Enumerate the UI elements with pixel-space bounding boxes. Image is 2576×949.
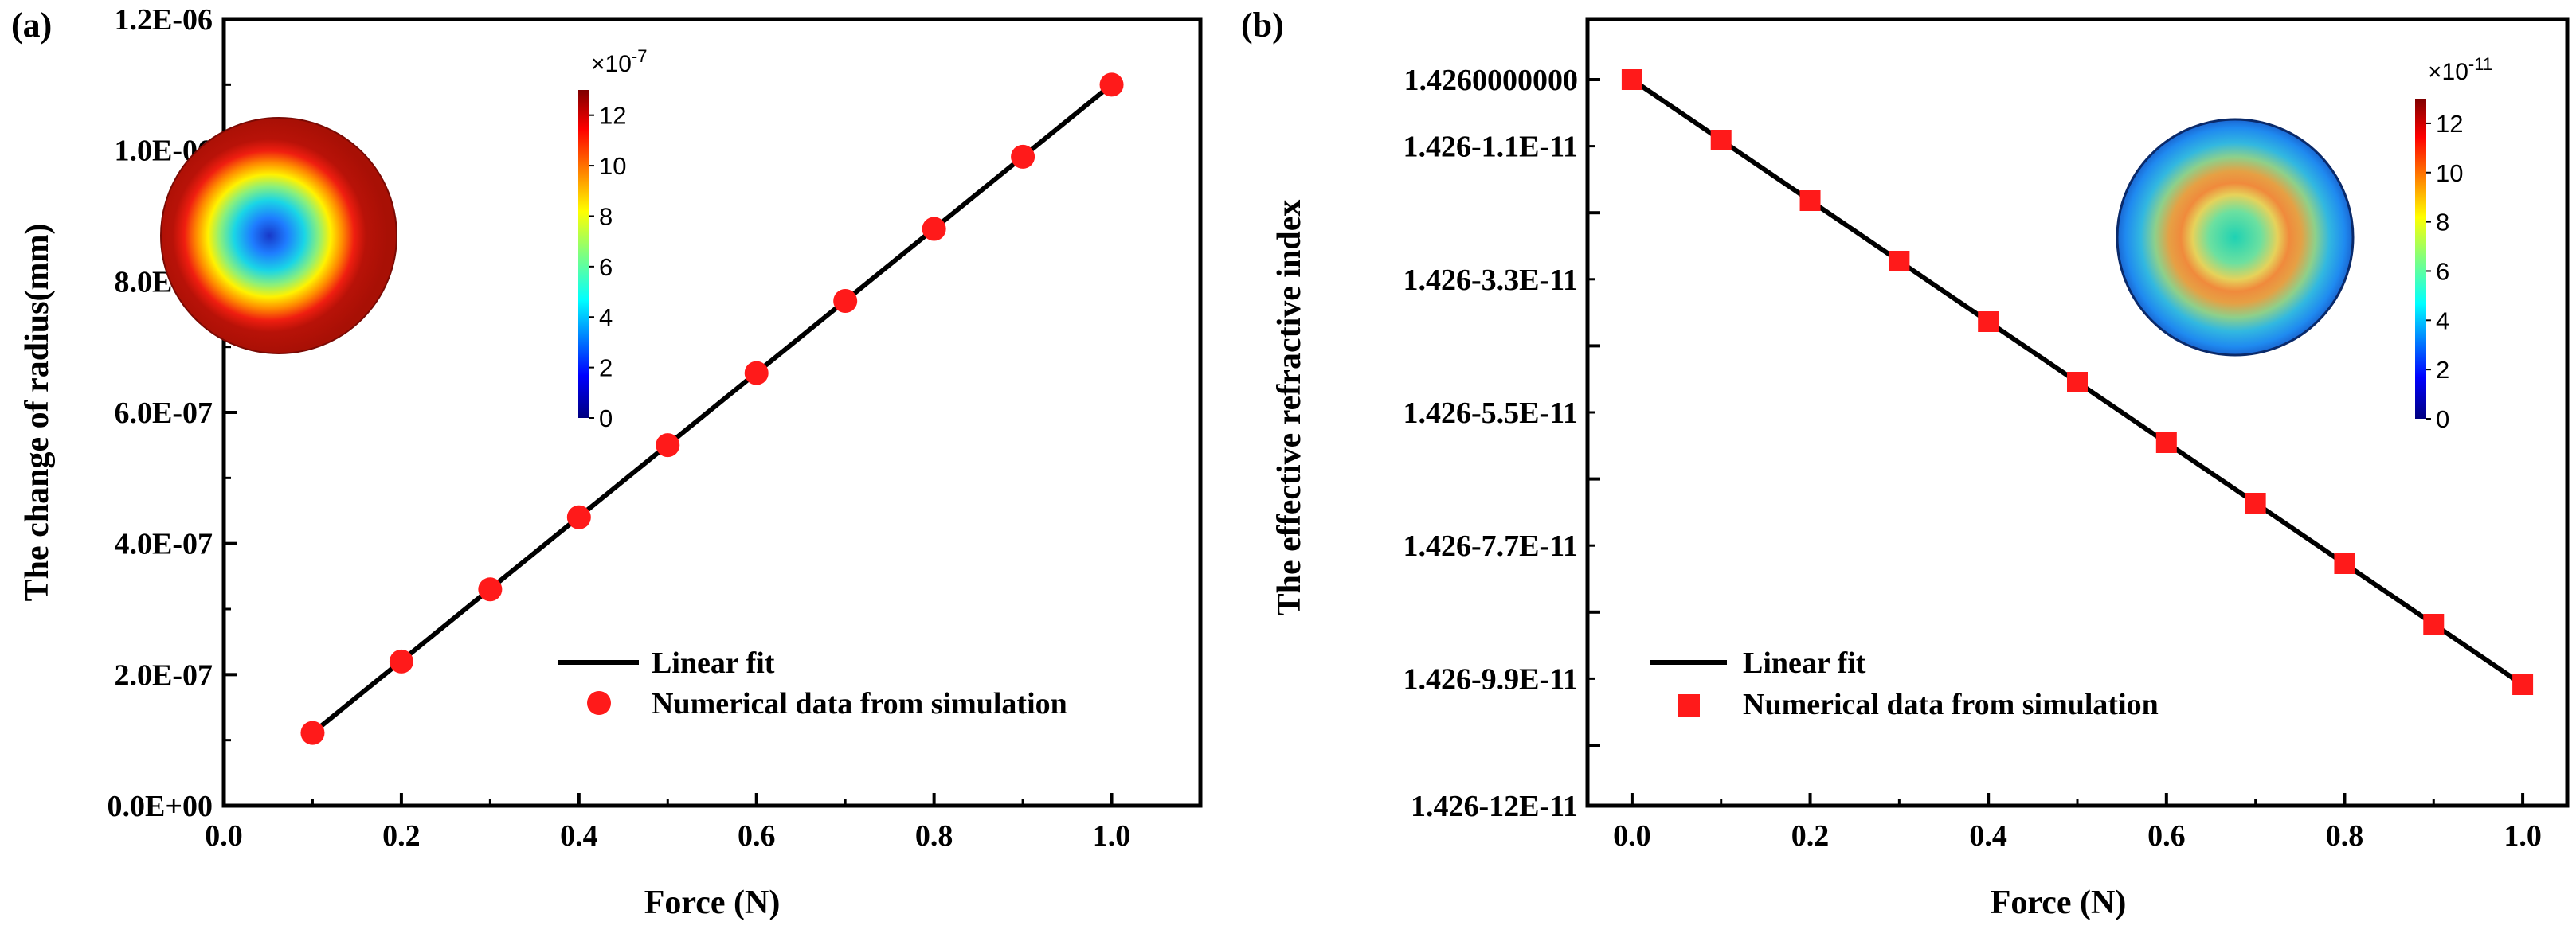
colorbar-exponent-b: ×10-11 xyxy=(2428,54,2492,85)
y-tick-label-a: 4.0E-07 xyxy=(115,528,213,561)
legend-label-data-b: Numerical data from simulation xyxy=(1743,688,2159,721)
y-ticks-a: 0.0E+002.0E-074.0E-076.0E-078.0E-071.0E-… xyxy=(108,3,237,823)
data-point-b xyxy=(2245,493,2266,514)
x-tick-label-b: 0.4 xyxy=(1969,819,2007,853)
stress-disk-image-a xyxy=(160,117,397,354)
data-point-a xyxy=(833,289,858,314)
colorbar-tick-label-a: 12 xyxy=(599,102,626,130)
y-tick-label-b: 1.426-7.7E-11 xyxy=(1403,529,1578,563)
data-point-a xyxy=(566,505,591,529)
panel-b: (b) 1.4260000000 1.426-1.1E-11 1.426-3.3E-… xyxy=(1241,6,2570,921)
colorbar-tick-label-b: 4 xyxy=(2436,307,2449,334)
colorbar-tick-label-b: 12 xyxy=(2436,110,2463,138)
panel-a: (a) 0.0E+002.0E-074.0E-076.0E-078.0E-071… xyxy=(11,3,1203,921)
y-tick-label-b: 1.4260000000 xyxy=(1404,64,1579,97)
data-point-a xyxy=(478,577,503,602)
data-point-a xyxy=(300,721,325,745)
data-point-b xyxy=(2067,372,2088,392)
x-ticks-a: 0.0 0.2 0.4 0.6 0.8 1.0 xyxy=(205,793,1130,853)
data-point-b xyxy=(1710,130,1732,150)
data-point-a xyxy=(922,217,946,241)
legend-marker-swatch-b xyxy=(1678,694,1700,717)
colorbar-tick-label-a: 2 xyxy=(599,354,613,382)
colorbar-tick-label-a: 10 xyxy=(599,152,626,180)
x-tick-label-a: 0.2 xyxy=(382,819,421,853)
x-tick-label-a: 0.8 xyxy=(915,819,953,853)
plot-frame-a xyxy=(221,17,1203,808)
data-point-a xyxy=(1011,144,1035,169)
data-point-b xyxy=(1799,190,1821,211)
panel-label-a: (a) xyxy=(11,6,52,45)
y-tick-label-a: 1.2E-06 xyxy=(115,3,213,37)
y-tick-label-a: 0.0E+00 xyxy=(108,790,213,823)
data-point-b xyxy=(2155,432,2177,453)
colorbar-tick-label-a: 0 xyxy=(599,404,613,432)
x-axis-title-a: Force (N) xyxy=(644,885,781,921)
data-point-a xyxy=(656,433,680,458)
colorbar-tick-label-b: 0 xyxy=(2436,405,2449,433)
x-tick-label-b: 0.6 xyxy=(2147,819,2186,853)
x-tick-label-b: 1.0 xyxy=(2504,819,2542,853)
x-tick-label-a: 0.6 xyxy=(738,819,776,853)
y-tick-label-b: 1.426-9.9E-11 xyxy=(1403,662,1578,696)
legend-marker-swatch-a xyxy=(587,691,611,715)
y-tick-label-a: 6.0E-07 xyxy=(115,396,213,430)
colorbar-tick-label-a: 4 xyxy=(599,303,613,331)
data-points-a xyxy=(300,72,1124,745)
data-points-b xyxy=(1621,69,2534,695)
data-point-b xyxy=(1889,251,1910,271)
x-axis-title-b: Force (N) xyxy=(1991,885,2127,921)
data-point-b xyxy=(2334,553,2355,574)
data-point-b xyxy=(2512,674,2534,695)
colorbar-tick-label-a: 8 xyxy=(599,202,613,230)
x-tick-label-a: 0.0 xyxy=(205,819,243,853)
y-tick-label-a: 2.0E-07 xyxy=(115,658,213,692)
colorbar-ticks-b: 0 2 4 6 8 10 12 xyxy=(2426,110,2463,433)
x-tick-label-b: 0.2 xyxy=(1791,819,1830,853)
y-tick-label-b: 1.426-3.3E-11 xyxy=(1403,264,1578,297)
x-tick-label-a: 0.4 xyxy=(560,819,598,853)
colorbar-exponent-a: ×10-7 xyxy=(591,46,647,77)
colorbar-tick-label-a: 6 xyxy=(599,253,613,281)
colorbar-ticks-a: 0 2 4 6 8 10 12 xyxy=(589,102,626,432)
x-ticks-b: 0.0 0.2 0.4 0.6 0.8 1.0 xyxy=(1613,793,2542,853)
data-point-b xyxy=(2423,614,2445,635)
panel-label-b: (b) xyxy=(1241,6,1284,45)
x-tick-label-b: 0.8 xyxy=(2326,819,2364,853)
colorbar-a xyxy=(578,90,589,418)
colorbar-tick-label-b: 10 xyxy=(2436,159,2463,187)
y-tick-label-b: 1.426-5.5E-11 xyxy=(1403,396,1578,430)
plot-frame-b xyxy=(1585,17,2570,808)
y-tick-label-b: 1.426-1.1E-11 xyxy=(1403,131,1578,164)
legend-a: Linear fit Numerical data from simulatio… xyxy=(558,646,1067,721)
legend-b: Linear fit Numerical data from simulatio… xyxy=(1650,646,2159,721)
stress-disk-image-b xyxy=(2116,118,2355,357)
data-point-a xyxy=(1099,72,1124,97)
x-tick-label-a: 1.0 xyxy=(1093,819,1131,853)
colorbar-tick-label-b: 2 xyxy=(2436,356,2449,384)
y-ticks-b: 1.4260000000 1.426-1.1E-11 1.426-3.3E-11 1.… xyxy=(1403,64,1600,823)
legend-label-data-a: Numerical data from simulation xyxy=(652,687,1067,721)
y-tick-label-b: 1.426-12E-11 xyxy=(1411,790,1578,823)
linear-fit-line-a xyxy=(311,83,1114,735)
colorbar-b xyxy=(2415,99,2426,419)
legend-label-fit-a: Linear fit xyxy=(652,646,775,680)
data-point-a xyxy=(744,361,769,385)
data-point-b xyxy=(1978,311,1999,332)
legend-label-fit-b: Linear fit xyxy=(1743,646,1866,680)
colorbar-tick-label-b: 6 xyxy=(2436,257,2449,285)
colorbar-tick-label-b: 8 xyxy=(2436,209,2449,236)
y-axis-title-b: The effective refractive index xyxy=(1271,200,1308,616)
data-point-b xyxy=(1621,69,1642,90)
data-point-a xyxy=(389,649,413,674)
y-axis-title-a: The change of radius(mm) xyxy=(19,224,56,602)
x-tick-label-b: 0.0 xyxy=(1613,819,1651,853)
